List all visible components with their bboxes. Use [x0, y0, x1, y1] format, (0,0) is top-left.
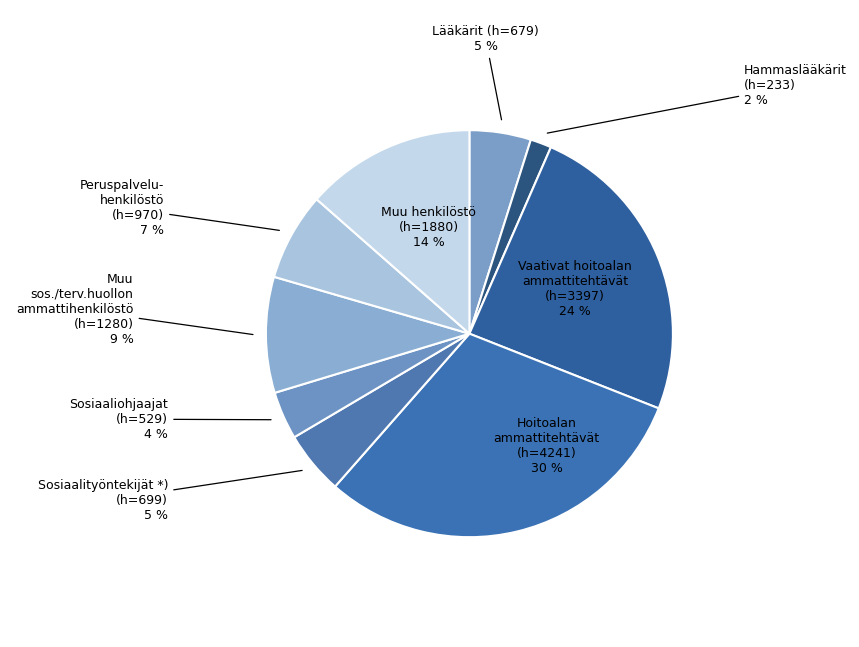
Wedge shape: [335, 334, 659, 537]
Text: Muu henkilöstö
(h=1880)
14 %: Muu henkilöstö (h=1880) 14 %: [381, 206, 476, 249]
Text: Lääkärit (h=679)
5 %: Lääkärit (h=679) 5 %: [432, 25, 539, 120]
Wedge shape: [274, 199, 469, 334]
Wedge shape: [317, 130, 469, 334]
Text: Vaativat hoitoalan
ammattitehtävät
(h=3397)
24 %: Vaativat hoitoalan ammattitehtävät (h=33…: [518, 260, 632, 318]
Text: Hammaslääkärit
(h=233)
2 %: Hammaslääkärit (h=233) 2 %: [547, 64, 847, 133]
Text: Muu
sos./terv.huollon
ammattihenkilöstö
(h=1280)
9 %: Muu sos./terv.huollon ammattihenkilöstö …: [16, 273, 253, 345]
Wedge shape: [266, 277, 469, 393]
Wedge shape: [469, 140, 551, 334]
Wedge shape: [469, 148, 673, 408]
Wedge shape: [275, 334, 469, 437]
Wedge shape: [295, 334, 469, 487]
Text: Peruspalvelu-
henkilöstö
(h=970)
7 %: Peruspalvelu- henkilöstö (h=970) 7 %: [80, 179, 279, 237]
Text: Sosiaalityöntekijät *)
(h=699)
5 %: Sosiaalityöntekijät *) (h=699) 5 %: [38, 470, 302, 522]
Wedge shape: [469, 130, 531, 334]
Text: Hoitoalan
ammattitehtävät
(h=4241)
30 %: Hoitoalan ammattitehtävät (h=4241) 30 %: [494, 417, 600, 475]
Text: Sosiaaliohjaajat
(h=529)
4 %: Sosiaaliohjaajat (h=529) 4 %: [70, 398, 271, 441]
